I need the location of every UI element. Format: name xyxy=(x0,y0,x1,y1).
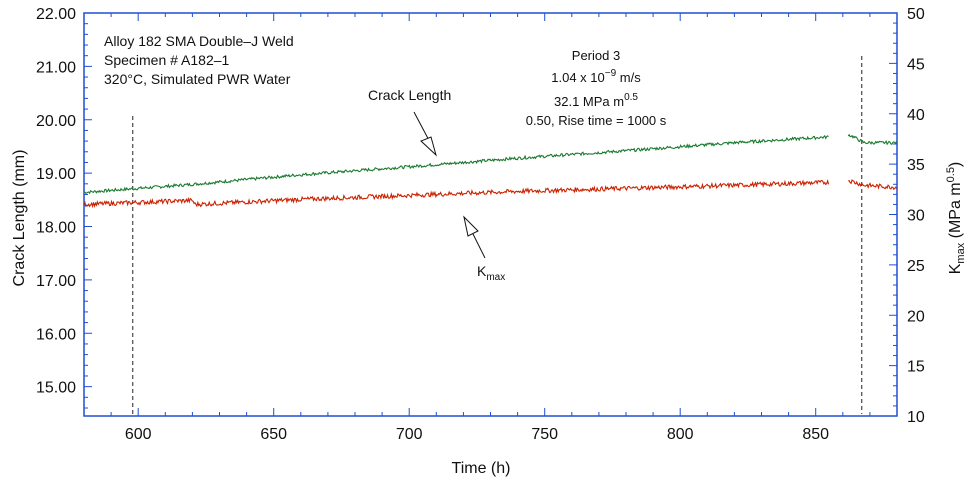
y-right-title-close: ) xyxy=(947,162,964,167)
y-axis-left-title: Crack Length (mm) xyxy=(11,150,28,287)
y-right-title-sub: max xyxy=(955,242,967,263)
x-axis-title: Time (h) xyxy=(452,460,511,477)
kmax-trace-segment-2 xyxy=(848,179,898,191)
specimen-info-line-3: 320°C, Simulated PWR Water xyxy=(104,71,291,87)
growth-rate-exponent: −9 xyxy=(605,68,617,79)
kmax-label-sub: max xyxy=(486,272,505,283)
stress-intensity-exponent: 0.5 xyxy=(624,92,638,103)
y-right-title-sup: 0.5 xyxy=(945,167,957,182)
y-left-tick-label: 21.00 xyxy=(36,59,76,76)
crack-length-arrow xyxy=(413,111,437,157)
y-right-title-base: K xyxy=(947,263,964,274)
growth-rate-prefix: 1.04 x 10 xyxy=(551,70,605,85)
period-growth-rate: 1.04 x 10−9 m/s xyxy=(551,68,641,85)
x-tick-label: 750 xyxy=(531,426,558,443)
y-left-tick-label: 16.00 xyxy=(36,326,76,343)
y-right-tick-label: 50 xyxy=(907,6,925,23)
y-left-tick-label: 19.00 xyxy=(36,166,76,183)
y-right-title-rest: (MPa m xyxy=(947,182,964,242)
kmax-trace-segment-1 xyxy=(83,178,830,209)
reference-lines xyxy=(132,56,863,414)
y-right-tick-label: 10 xyxy=(907,409,925,426)
period-load-ratio: 0.50, Rise time = 1000 s xyxy=(526,113,667,128)
period-stress-intensity: 32.1 MPa m0.5 xyxy=(554,92,638,109)
x-tick-label: 800 xyxy=(667,426,694,443)
kmax-arrow xyxy=(463,215,486,259)
x-tick-label: 650 xyxy=(260,426,287,443)
crack-length-trace-segment-2 xyxy=(847,133,898,146)
y-left-tick-label: 17.00 xyxy=(36,273,76,290)
y-right-tick-label: 40 xyxy=(907,107,925,124)
y-right-tick-label: 25 xyxy=(907,258,925,275)
y-left-tick-label: 20.00 xyxy=(36,113,76,130)
y-left-tick-label: 22.00 xyxy=(36,6,76,23)
kmax-label-base: K xyxy=(477,263,487,279)
tick-layer: 600 650 700 750 800 850 15.00 16.00 17.00 18.00 19… xyxy=(36,6,925,443)
period-title: Period 3 xyxy=(572,48,620,63)
y-right-tick-label: 15 xyxy=(907,359,925,376)
specimen-info-line-1: Alloy 182 SMA Double–J Weld xyxy=(104,33,294,49)
y-axis-right-title: Kmax (MPa m0.5) xyxy=(945,162,967,275)
specimen-info-line-2: Specimen # A182–1 xyxy=(104,52,230,68)
stress-intensity-prefix: 32.1 MPa m xyxy=(554,94,624,109)
x-tick-label: 700 xyxy=(396,426,423,443)
y-right-tick-label: 35 xyxy=(907,157,925,174)
crack-length-label: Crack Length xyxy=(368,87,451,103)
y-left-tick-label: 18.00 xyxy=(36,220,76,237)
growth-rate-suffix: m/s xyxy=(616,70,641,85)
x-tick-label: 850 xyxy=(802,426,829,443)
y-right-tick-label: 20 xyxy=(907,308,925,325)
y-left-tick-label: 15.00 xyxy=(36,380,76,397)
x-tick-label: 600 xyxy=(125,426,152,443)
y-right-tick-label: 45 xyxy=(907,56,925,73)
crack-length-trace-segment-1 xyxy=(83,134,829,195)
kmax-label: Kmax xyxy=(477,263,505,283)
y-right-tick-label: 30 xyxy=(907,208,925,225)
series-layer xyxy=(83,133,898,209)
